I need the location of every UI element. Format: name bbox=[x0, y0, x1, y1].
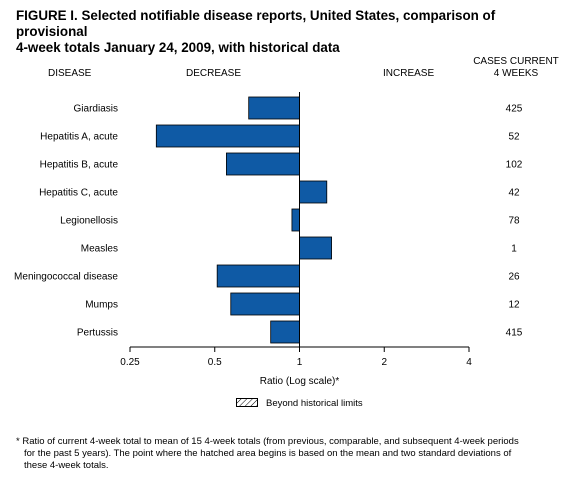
x-tick-label: 0.25 bbox=[120, 357, 140, 368]
cases-value-giardiasis: 425 bbox=[506, 104, 523, 115]
bar-pertussis bbox=[270, 320, 300, 344]
footnote: * Ratio of current 4-week total to mean … bbox=[16, 436, 566, 472]
bar-meningococcal-disease bbox=[216, 264, 300, 288]
category-label-hepatitis-b-acute: Hepatitis B, acute bbox=[40, 160, 119, 171]
x-tick-label: 0.5 bbox=[208, 357, 222, 368]
bar-hepatitis-c-acute bbox=[299, 180, 328, 204]
cases-value-hepatitis-b-acute: 102 bbox=[506, 160, 523, 171]
category-label-legionellosis: Legionellosis bbox=[60, 216, 118, 227]
cases-column-header: CASES CURRENT 4 WEEKS bbox=[466, 56, 566, 80]
cases-value-pertussis: 415 bbox=[506, 328, 523, 339]
hatched-legend-swatch bbox=[236, 398, 258, 407]
footnote-line-3: these 4-week totals. bbox=[24, 460, 109, 471]
x-tick-label: 2 bbox=[381, 357, 387, 368]
x-axis-title: Ratio (Log scale)* bbox=[260, 376, 340, 387]
category-label-hepatitis-a-acute: Hepatitis A, acute bbox=[40, 132, 118, 143]
cases-value-measles: 1 bbox=[511, 244, 517, 255]
x-tick-label: 1 bbox=[297, 357, 303, 368]
category-label-measles: Measles bbox=[81, 244, 118, 255]
figure-title: FIGURE I. Selected notifiable disease re… bbox=[16, 8, 566, 56]
cases-header-line-1: CASES CURRENT bbox=[473, 56, 559, 67]
category-label-giardiasis: Giardiasis bbox=[74, 104, 118, 115]
cases-header-line-2: 4 WEEKS bbox=[493, 68, 539, 79]
title-line-2: 4-week totals January 24, 2009, with his… bbox=[16, 40, 340, 55]
bar-giardiasis bbox=[248, 96, 300, 120]
bar-measles bbox=[299, 236, 332, 260]
footnote-line-2: for the past 5 years). The point where t… bbox=[24, 448, 512, 459]
category-label-mumps: Mumps bbox=[85, 300, 118, 311]
x-tick-label: 4 bbox=[466, 357, 472, 368]
legend-label: Beyond historical limits bbox=[266, 398, 363, 409]
disease-column-header: DISEASE bbox=[48, 68, 92, 79]
cases-value-hepatitis-a-acute: 52 bbox=[508, 132, 520, 143]
bar-mumps bbox=[230, 292, 300, 316]
category-label-hepatitis-c-acute: Hepatitis C, acute bbox=[39, 188, 118, 199]
cases-value-legionellosis: 78 bbox=[508, 216, 520, 227]
title-line-1: FIGURE I. Selected notifiable disease re… bbox=[16, 8, 496, 39]
bar-hepatitis-a-acute bbox=[155, 124, 300, 148]
cases-value-hepatitis-c-acute: 42 bbox=[508, 188, 520, 199]
bar-hepatitis-b-acute bbox=[226, 152, 300, 176]
footnote-line-1: * Ratio of current 4-week total to mean … bbox=[16, 436, 519, 447]
category-label-meningococcal-disease: Meningococcal disease bbox=[14, 272, 118, 283]
decrease-header: DECREASE bbox=[186, 68, 242, 79]
bar-legionellosis bbox=[291, 208, 300, 232]
cases-value-mumps: 12 bbox=[508, 300, 520, 311]
category-label-pertussis: Pertussis bbox=[77, 328, 118, 339]
increase-header: INCREASE bbox=[383, 68, 435, 79]
cases-value-meningococcal-disease: 26 bbox=[508, 272, 520, 283]
